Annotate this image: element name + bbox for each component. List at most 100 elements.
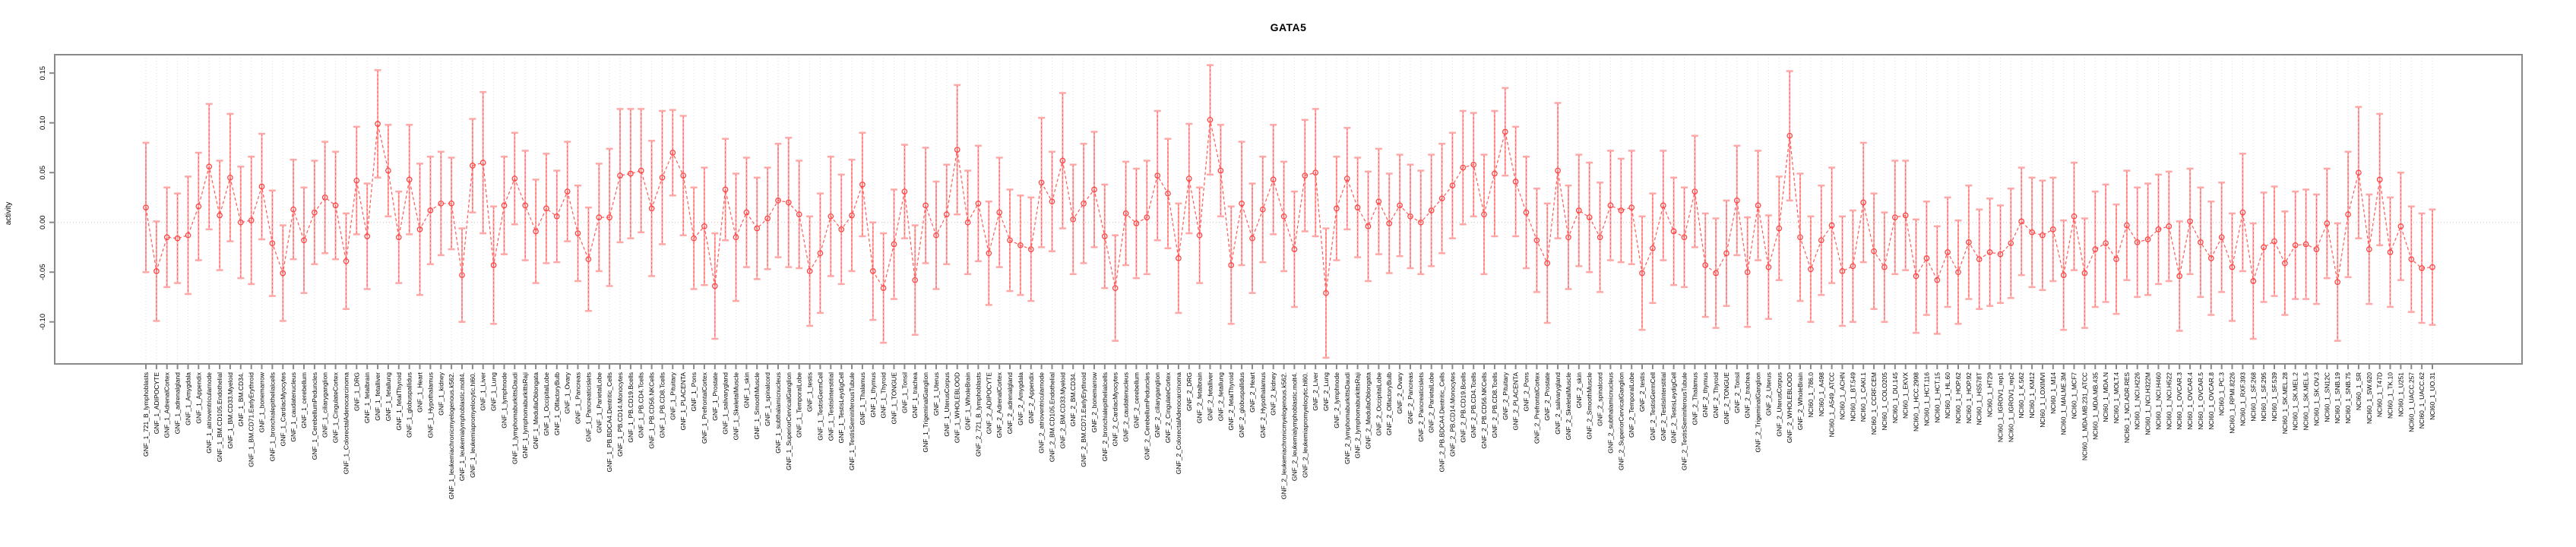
chart-title: GATA5 [1270, 21, 1307, 33]
x-category-label: NCI60_1_SN12C [2323, 372, 2331, 422]
data-point-marker [206, 163, 213, 170]
x-category-label: NCI60_1_NCI.H460 [2155, 372, 2163, 430]
data-point-marker [1945, 249, 1951, 255]
data-point-marker [1070, 216, 1077, 223]
x-category-label: GNF_2_Pancreaticislets [1417, 372, 1425, 442]
data-point-marker [711, 283, 718, 289]
x-category-label: GNF_1_SmoothMuscle [753, 372, 761, 440]
data-point-marker [143, 204, 149, 210]
data-point-marker [1407, 213, 1413, 220]
x-category-label: GNF_2_testis [1638, 372, 1646, 412]
data-point-marker [1165, 190, 1171, 197]
data-point-marker [2376, 176, 2383, 183]
data-point-marker [628, 170, 634, 177]
x-category-label: GNF_1_PLACENTA [679, 372, 687, 431]
x-category-label: GNF_2_PLACENTA [1512, 372, 1520, 431]
x-category-label: GNF_1_PB.BDCA4.Dentritic_Cells [606, 372, 613, 472]
data-points [143, 116, 2435, 296]
x-category-label: GNF_2_CerebellumPeduncles [1143, 372, 1150, 460]
data-point-marker [1976, 256, 1983, 263]
data-point-marker [922, 202, 929, 209]
x-category-label: GNF_2_kidney [1270, 372, 1277, 415]
x-category-label: GNF_1_ColorectalAdenocarcinoma [343, 372, 350, 474]
data-point-marker [2049, 226, 2056, 232]
x-category-label: GNF_1_OccipitalLobe [543, 372, 550, 436]
data-point-marker [1955, 269, 1961, 276]
data-point-marker [438, 200, 445, 207]
x-category-label: NCI60_1_OVCAR.3 [2176, 372, 2183, 430]
data-point-marker [174, 235, 181, 242]
data-point-marker [1185, 175, 1192, 182]
data-point-marker [2229, 264, 2236, 270]
x-category-label: GNF_1_BM.CD71.EarlyErythroid [248, 372, 255, 467]
x-category-label: GNF_1_bronchialepithelialcells [268, 372, 276, 461]
x-category-label: GNF_1_cerebellum [300, 372, 308, 428]
data-point-marker [2040, 232, 2046, 239]
x-category-label: NCI60_1_MDA.N [2102, 372, 2109, 422]
x-category-label: GNF_1_leukemialymphoblastic.molt4. [458, 372, 466, 481]
x-category-label: GNF_2_trachea [1744, 372, 1752, 419]
data-point-marker [2302, 241, 2309, 248]
x-category-label: NCI60_1_A498 [1818, 372, 1825, 416]
data-point-marker [869, 268, 876, 274]
data-point-marker [2313, 246, 2320, 252]
data-point-marker [1154, 172, 1161, 179]
x-category-label: NCI60_1_NCI.ADR.RES [2123, 372, 2131, 443]
x-category-label: GNF_2_Amygdala [1017, 372, 1024, 425]
x-category-label: GNF_1_Thalamus [859, 372, 866, 425]
x-category-label: GNF_2_BM.CD34. [1069, 372, 1077, 426]
x-category-label: GNF_2_thymus [1701, 372, 1709, 418]
x-category-label: GNF_2_SuperiorCervicalGanglion [1617, 372, 1625, 470]
data-point-marker [1713, 270, 1719, 277]
data-point-marker [1239, 200, 1245, 207]
data-point-marker [986, 250, 992, 257]
x-category-label: GNF_1_WHOLEBLOOD [954, 372, 961, 443]
data-point-marker [838, 226, 845, 232]
data-point-marker [2419, 265, 2425, 271]
x-category-label: GNF_2_PB.CD4.Tcells [1470, 372, 1477, 438]
data-point-marker [258, 183, 265, 190]
x-category-label: NCI60_1_IGROV1_rep1 [1997, 372, 2005, 442]
x-category-label: GNF_1_Tonsil [900, 372, 908, 413]
x-category-label: NCI60_1_HOP.62 [1954, 372, 1962, 424]
x-category-label: GNF_1_SkeletalMuscle [733, 372, 740, 441]
data-point-marker [596, 214, 603, 220]
data-point-marker [553, 213, 560, 220]
x-category-label: NCI60_1_SK.MEL.2 [2292, 372, 2299, 431]
x-category-label: GNF_2_fetalThyroid [1227, 372, 1235, 431]
data-point-marker [954, 147, 960, 153]
x-category-label: NCI60_1_SNB.75 [2344, 372, 2352, 424]
data-point-marker [975, 200, 982, 207]
data-point-marker [859, 182, 866, 188]
data-point-marker [1808, 266, 1814, 273]
data-point-marker [1555, 167, 1561, 174]
data-point-marker [163, 234, 170, 241]
x-category-label: GNF_1_lymphnode [501, 372, 508, 428]
data-point-marker [248, 217, 255, 223]
x-category-label: GNF_1_Heart [416, 372, 424, 413]
data-point-marker [2324, 220, 2331, 226]
data-point-marker [2282, 260, 2288, 267]
data-point-marker [1639, 270, 1645, 277]
data-point-marker [1312, 169, 1319, 176]
data-point-marker [2018, 218, 2025, 225]
x-category-label: GNF_2_caudatenucleus [1122, 372, 1130, 442]
x-category-label: GNF_1_ADIPOCYTE [153, 372, 160, 435]
x-category-label: GNF_2_fetalliver [1207, 372, 1214, 421]
data-point-marker [2271, 238, 2277, 245]
x-category-label: NCI60_1_M14 [2049, 372, 2057, 414]
x-category-label: NCI60_1_RPMI.8226 [2229, 372, 2236, 434]
data-point-marker [1544, 260, 1551, 267]
data-point-marker [1492, 170, 1498, 177]
x-category-label: GNF_2_TrigeminalGanglion [1755, 372, 1762, 453]
data-point-marker [1081, 200, 1087, 207]
data-point-marker [290, 206, 296, 213]
data-point-marker [1523, 209, 1530, 216]
x-category-label: NCI60_1_SF.268 [2249, 372, 2257, 422]
y-axis-title-text: activity [5, 201, 13, 226]
data-point-marker [2155, 226, 2162, 232]
y-tick-label: 0.00 [39, 215, 47, 229]
data-point-marker [385, 167, 391, 174]
x-category-label: GNF_2_Prostate [1543, 372, 1551, 421]
x-category-label: GNF_1_leukemiapromyelocytic.hl60. [469, 372, 476, 478]
